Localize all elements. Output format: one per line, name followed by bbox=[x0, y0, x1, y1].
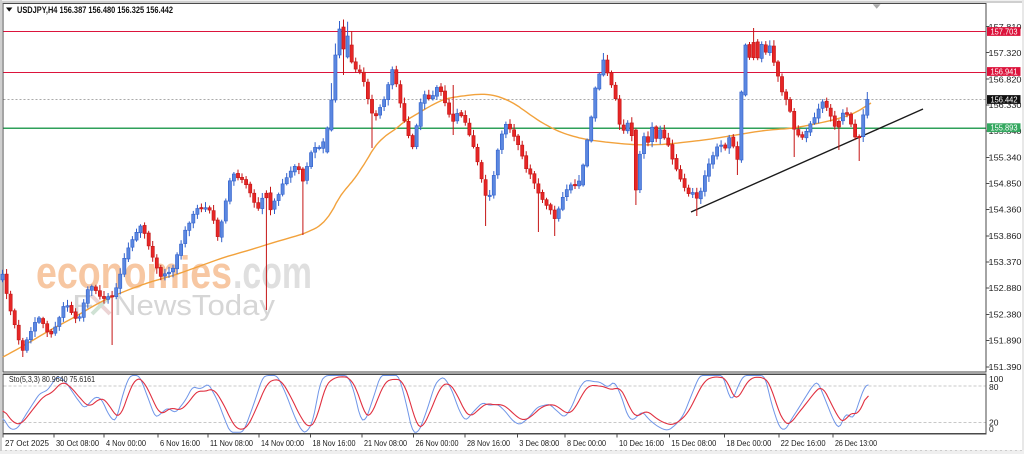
svg-text:11 Nov 08:00: 11 Nov 08:00 bbox=[210, 438, 253, 448]
svg-text:26 Nov 00:00: 26 Nov 00:00 bbox=[416, 438, 459, 448]
svg-text:15 Dec 08:00: 15 Dec 08:00 bbox=[671, 438, 716, 448]
svg-text:20: 20 bbox=[989, 418, 999, 428]
svg-text:154.850: 154.850 bbox=[989, 179, 1022, 189]
svg-text:6 Nov 16:00: 6 Nov 16:00 bbox=[160, 438, 200, 448]
svg-text:156.820: 156.820 bbox=[989, 74, 1022, 84]
svg-text:economies: economies bbox=[36, 247, 232, 298]
svg-text:USDJPY,H4 156.387 156.480 156: USDJPY,H4 156.387 156.480 156.325 156.44… bbox=[17, 5, 173, 16]
svg-text:157.320: 157.320 bbox=[989, 48, 1022, 58]
svg-text:156.330: 156.330 bbox=[989, 100, 1022, 110]
svg-text:157.703: 157.703 bbox=[991, 27, 1018, 37]
svg-text:153.370: 153.370 bbox=[989, 257, 1022, 267]
svg-text:157.810: 157.810 bbox=[989, 22, 1022, 32]
svg-text:22 Dec 16:00: 22 Dec 16:00 bbox=[781, 438, 826, 448]
svg-text:156.442: 156.442 bbox=[991, 95, 1018, 105]
svg-text:NewsToday: NewsToday bbox=[114, 290, 276, 322]
svg-text:.com: .com bbox=[233, 247, 312, 298]
svg-text:156.941: 156.941 bbox=[991, 67, 1018, 77]
svg-text:28 Nov 16:00: 28 Nov 16:00 bbox=[467, 438, 510, 448]
svg-text:155.893: 155.893 bbox=[991, 123, 1018, 133]
svg-text:0: 0 bbox=[989, 424, 994, 434]
svg-text:153.860: 153.860 bbox=[989, 231, 1022, 241]
svg-text:152.380: 152.380 bbox=[989, 310, 1022, 320]
svg-text:8 Dec 00:00: 8 Dec 00:00 bbox=[567, 438, 606, 448]
svg-text:4 Nov 00:00: 4 Nov 00:00 bbox=[106, 438, 146, 448]
svg-text:14 Nov 00:00: 14 Nov 00:00 bbox=[261, 438, 304, 448]
svg-text:27 Oct 2025: 27 Oct 2025 bbox=[5, 438, 49, 448]
svg-text:26 Dec 13:00: 26 Dec 13:00 bbox=[835, 438, 877, 448]
svg-text:30 Oct 08:00: 30 Oct 08:00 bbox=[56, 438, 99, 448]
svg-text:152.880: 152.880 bbox=[989, 283, 1022, 293]
svg-text:18 Dec 00:00: 18 Dec 00:00 bbox=[726, 438, 771, 448]
svg-text:151.890: 151.890 bbox=[989, 336, 1022, 346]
svg-text:100: 100 bbox=[989, 374, 1003, 384]
svg-text:3 Dec 08:00: 3 Dec 08:00 bbox=[519, 438, 559, 448]
svg-text:21 Nov 08:00: 21 Nov 08:00 bbox=[364, 438, 407, 448]
svg-text:151.390: 151.390 bbox=[989, 362, 1022, 372]
svg-text:154.360: 154.360 bbox=[989, 205, 1022, 215]
svg-text:155.340: 155.340 bbox=[989, 153, 1022, 163]
svg-text:Sto(5,3,3) 80.9640 75.6161: Sto(5,3,3) 80.9640 75.6161 bbox=[9, 374, 95, 384]
svg-text:80: 80 bbox=[989, 382, 999, 392]
svg-text:18 Nov 16:00: 18 Nov 16:00 bbox=[313, 438, 356, 448]
svg-text:10 Dec 16:00: 10 Dec 16:00 bbox=[619, 438, 664, 448]
